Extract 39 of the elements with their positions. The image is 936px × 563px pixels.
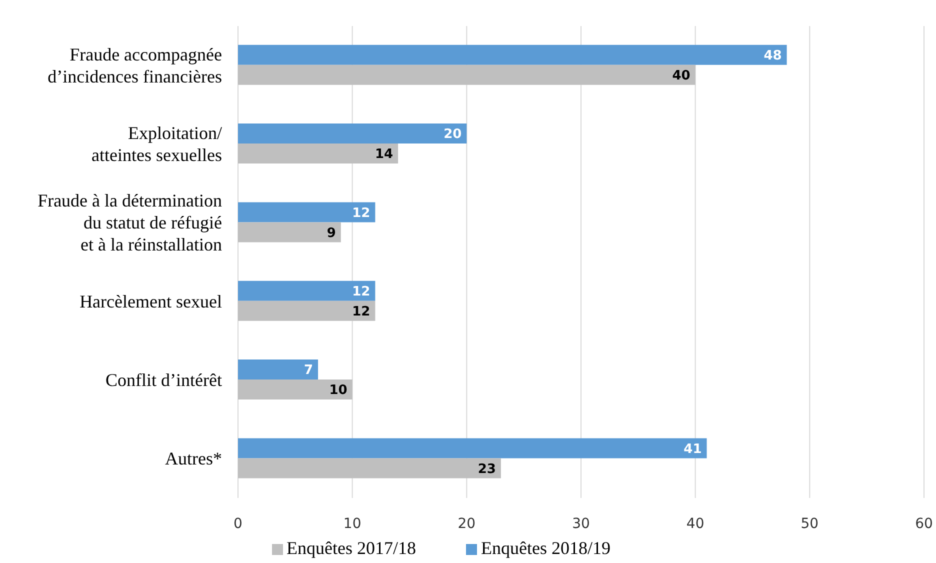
data-label: 7 bbox=[304, 363, 314, 378]
y-tick-label: Exploitation/ atteintes sexuelles bbox=[92, 123, 222, 165]
bar bbox=[238, 380, 352, 400]
y-tick-label: Autres* bbox=[165, 448, 222, 469]
data-label: 12 bbox=[352, 206, 370, 221]
bar bbox=[238, 458, 501, 478]
data-label: 12 bbox=[352, 304, 370, 320]
y-tick-label: Fraude accompagnée d’incidences financières bbox=[48, 44, 222, 86]
data-label: 10 bbox=[329, 383, 348, 398]
y-tick-label: Fraude à la détermination du statut de réfugié et à la réinstallation bbox=[38, 190, 222, 255]
data-label: 20 bbox=[444, 127, 462, 142]
data-label: 9 bbox=[326, 226, 336, 241]
x-tick-label: 20 bbox=[458, 516, 476, 532]
data-label: 14 bbox=[374, 147, 394, 162]
bar bbox=[238, 360, 318, 380]
data-label: 23 bbox=[478, 462, 496, 477]
data-label: 40 bbox=[672, 68, 690, 84]
bar bbox=[238, 300, 376, 321]
x-tick-label: 10 bbox=[343, 516, 362, 532]
bar bbox=[238, 222, 341, 242]
data-label: 41 bbox=[684, 442, 702, 457]
x-tick-label: 30 bbox=[572, 516, 590, 532]
x-tick-label: 40 bbox=[686, 516, 704, 532]
bar bbox=[238, 280, 376, 301]
x-tick-label: 60 bbox=[915, 516, 933, 532]
bar bbox=[238, 438, 707, 458]
legend-label: Enquêtes 2017/18 bbox=[286, 538, 416, 558]
bar bbox=[238, 124, 467, 144]
bar bbox=[238, 44, 787, 65]
data-label: 12 bbox=[352, 284, 370, 300]
x-tick-label: 50 bbox=[800, 516, 819, 532]
bar bbox=[238, 144, 398, 164]
bar bbox=[238, 64, 696, 85]
y-tick-label: Conflit d’intérêt bbox=[106, 370, 222, 390]
y-tick-label: Harcèlement sexuel bbox=[80, 291, 222, 312]
bar bbox=[238, 202, 376, 222]
data-label: 48 bbox=[764, 48, 782, 64]
x-tick-label: 0 bbox=[234, 516, 242, 532]
legend-label: Enquêtes 2018/19 bbox=[481, 538, 610, 558]
